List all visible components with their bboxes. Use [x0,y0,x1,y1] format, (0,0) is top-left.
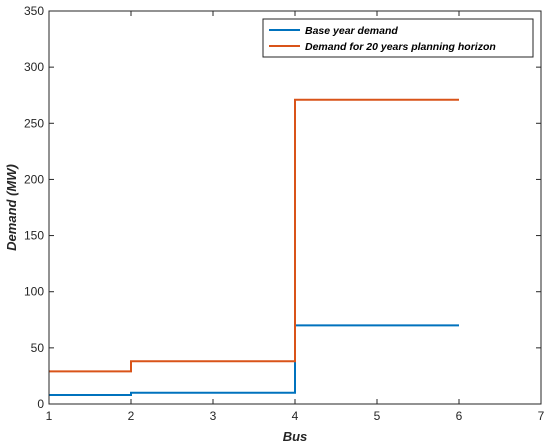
x-axis-title: Bus [283,429,308,444]
y-axis-title: Demand (MW) [4,164,19,251]
y-tick-label: 200 [24,172,44,186]
x-tick-label: 7 [538,409,545,423]
series-line-base-year [49,324,459,396]
y-tick-label: 0 [37,397,44,411]
legend-label-20-year-horizon: Demand for 20 years planning horizon [305,41,496,53]
legend-label-base-year: Base year demand [305,25,398,37]
x-tick-label: 2 [128,409,135,423]
y-tick-label: 250 [24,116,44,130]
plot-area [49,98,459,396]
axis-ticks: 1 2 3 4 5 6 7 0 50 100 150 200 250 300 350 [24,4,545,423]
y-tick-label: 100 [24,285,44,299]
y-tick-label: 50 [31,341,45,355]
x-tick-label: 6 [456,409,463,423]
x-tick-label: 1 [46,409,53,423]
y-tick-label: 150 [24,229,44,243]
legend: Base year demand Demand for 20 years pla… [262,18,534,58]
y-tick-label: 300 [24,60,44,74]
x-tick-label: 5 [374,409,381,423]
x-tick-label: 4 [292,409,299,423]
legend-box [262,18,534,58]
series-line-20-year-horizon [49,98,459,373]
y-tick-label: 350 [24,4,44,18]
x-tick-label: 3 [210,409,217,423]
